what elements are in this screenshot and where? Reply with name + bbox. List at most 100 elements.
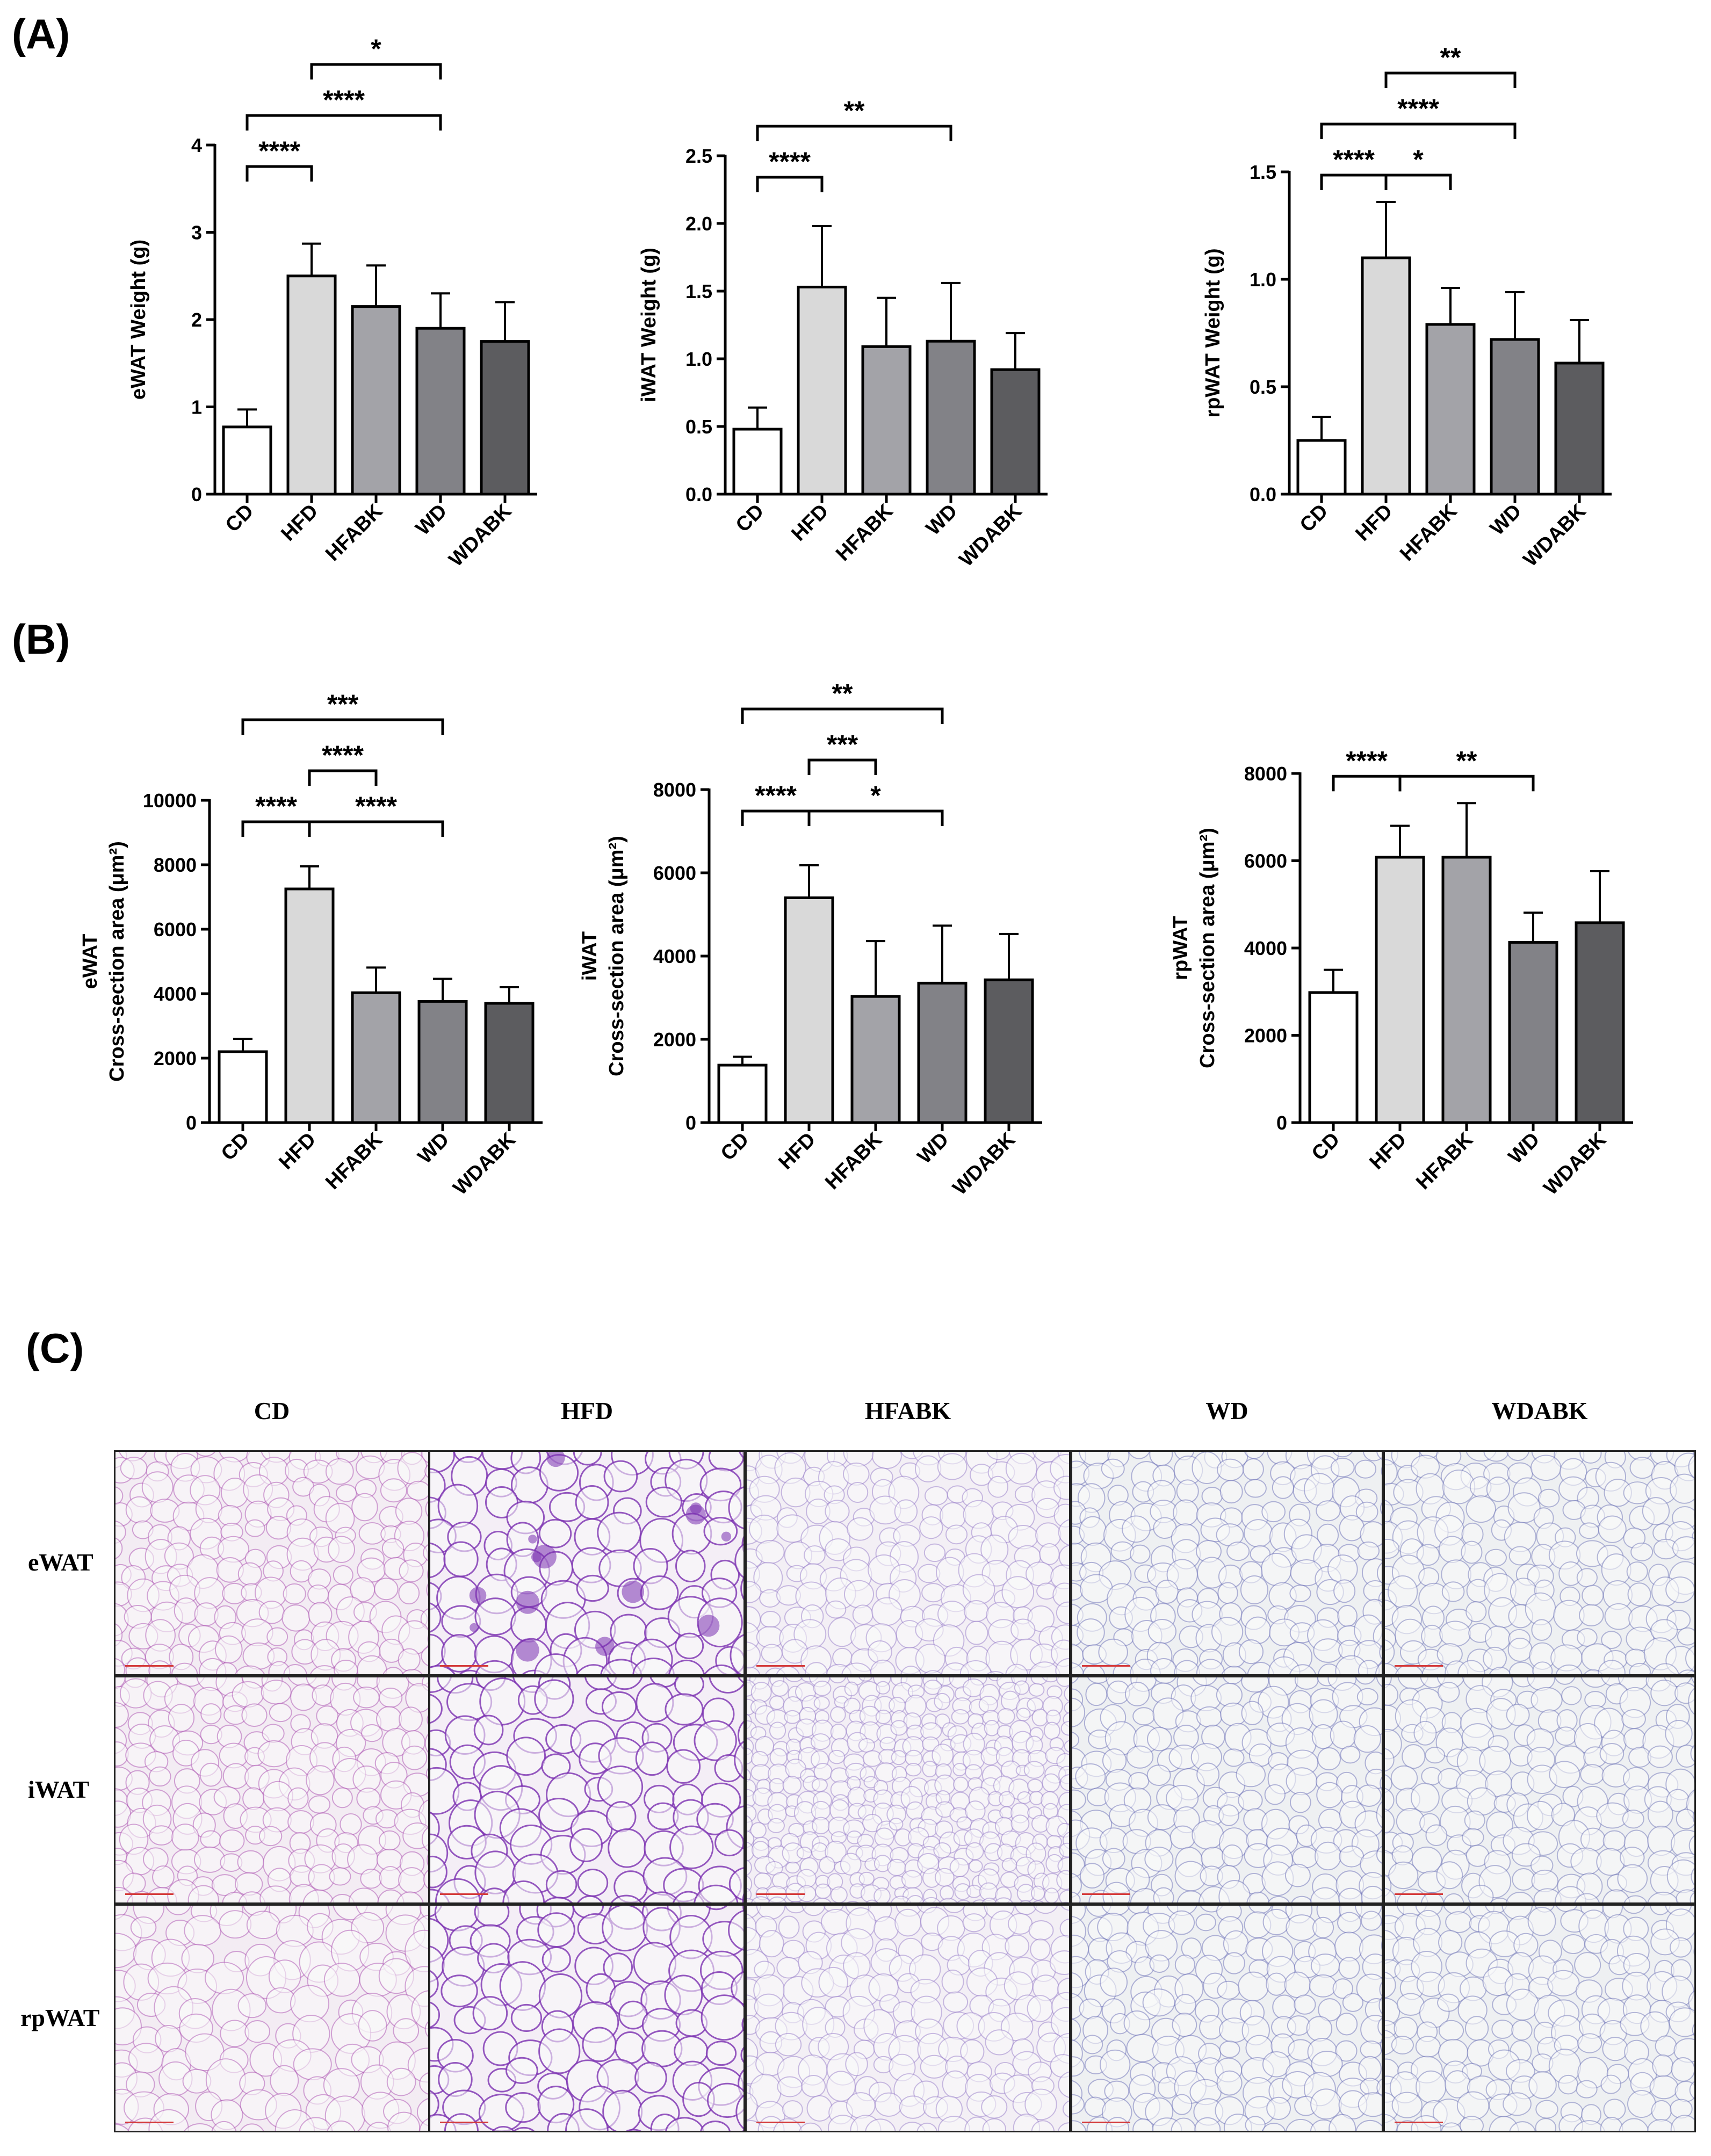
y-tick-label: 1 (191, 396, 202, 418)
bar-hfabk (1425, 323, 1476, 496)
significance-label: **** (1346, 746, 1388, 776)
significance-bracket (246, 114, 442, 131)
y-tick-label: 8000 (154, 854, 197, 876)
category-label: HFD (774, 1128, 820, 1174)
y-tick-label: 4000 (1244, 937, 1287, 959)
category-label: CD (717, 1128, 754, 1166)
bar-wdabk (990, 368, 1041, 496)
significance-label: **** (258, 136, 300, 166)
significance-label: * (371, 34, 381, 64)
category-label: WD (913, 1128, 953, 1168)
category-label: WD (1486, 500, 1526, 540)
column-header-wd: WD (1205, 1397, 1248, 1424)
category-label: HFD (1365, 1128, 1411, 1174)
y-axis-label-line1: rpWAT (1169, 916, 1192, 980)
histology-image-rpwat-hfabk (745, 1904, 1071, 2132)
significance-label: **** (322, 740, 364, 770)
y-axis-label-line1: eWAT (79, 934, 102, 989)
scale-bar (1395, 1658, 1443, 1667)
significance-label: **** (323, 85, 365, 115)
y-tick-label: 1.0 (685, 348, 712, 370)
category-label: HFD (277, 500, 322, 546)
significance-bracket (1384, 71, 1517, 88)
rpwat-area-chart: 0 2000 4000 6000 8000 rpWAT Cross-section area… (1169, 746, 1633, 1199)
significance-label: ** (844, 96, 865, 126)
y-tick-label: 0.0 (685, 483, 712, 505)
panel-label-a: (A) (12, 10, 70, 57)
y-tick-label: 4000 (154, 983, 197, 1005)
bar-cd (218, 1050, 268, 1124)
category-label: WD (414, 1128, 453, 1168)
histology-grid: CD HFD HFABK WD WDABK eWAT iWAT rpWAT (0, 1375, 1711, 2156)
histology-image-ewat-wdabk (1383, 1450, 1696, 1676)
y-tick-label: 6000 (154, 918, 197, 940)
significance-label: **** (1397, 93, 1439, 124)
bar-hfabk (351, 991, 401, 1124)
significance-label: **** (769, 147, 811, 177)
histology-image-ewat-cd (114, 1450, 430, 1676)
y-axis-label-line2: Cross-section area (μm²) (605, 836, 628, 1076)
category-label: WDABK (449, 1128, 521, 1199)
significance-bracket (1398, 775, 1535, 792)
significance-bracket (741, 809, 811, 826)
bar-wd (415, 327, 466, 496)
bar-wd (417, 1000, 468, 1124)
column-header-hfabk: HFABK (864, 1397, 951, 1424)
category-label: WDABK (955, 500, 1027, 571)
bar-cd (1308, 991, 1359, 1124)
category-label: HFD (1351, 500, 1397, 546)
bar-wd (917, 981, 968, 1124)
column-header-hfd: HFD (560, 1397, 613, 1424)
significance-bracket (1332, 775, 1402, 792)
category-label: CD (1308, 1128, 1345, 1166)
ewat-area-chart: 0 2000 4000 6000 8000 10000 eWAT Cross-section … (79, 689, 543, 1199)
scale-bar (1082, 2114, 1130, 2123)
category-label: HFABK (832, 500, 898, 566)
bar-hfd (784, 896, 834, 1124)
category-label: WDABK (1540, 1128, 1611, 1199)
scale-bar (440, 1886, 488, 1895)
scale-bar (125, 2114, 174, 2123)
category-label: HFABK (321, 1128, 387, 1194)
scale-bar (440, 1658, 488, 1667)
significance-label: **** (755, 780, 797, 811)
bar-cd (1296, 439, 1347, 496)
significance-label: * (1413, 144, 1424, 175)
bar-hfabk (861, 345, 912, 496)
y-tick-label: 0.0 (1250, 483, 1276, 505)
bar-wdabk (1575, 921, 1625, 1124)
y-tick-label: 2000 (154, 1047, 197, 1069)
histology-image-iwat-wdabk (1383, 1676, 1696, 1904)
y-axis-label: eWAT Weight (g) (127, 240, 150, 400)
scale-bar (1082, 1658, 1130, 1667)
y-tick-label: 4 (191, 134, 202, 156)
category-label: CD (221, 500, 258, 537)
bar-cd (717, 1063, 768, 1124)
category-label: CD (1296, 500, 1333, 537)
y-tick-label: 0.5 (685, 416, 712, 438)
y-tick-label: 2000 (1244, 1025, 1287, 1047)
histology-image-rpwat-wdabk (1383, 1904, 1696, 2132)
significance-label: ** (1456, 746, 1477, 776)
significance-bracket (308, 820, 444, 837)
category-label: WDABK (445, 500, 516, 571)
y-tick-label: 0 (186, 1112, 197, 1134)
iwat-weight-chart: 0.0 0.5 1.0 1.5 2.0 2.5 iWAT Weight (g) CD HFDHF… (638, 96, 1048, 571)
scale-bar (756, 1886, 805, 1895)
significance-bracket (241, 718, 444, 735)
y-tick-label: 0.5 (1250, 376, 1276, 398)
significance-label: ** (832, 678, 853, 708)
y-tick-label: 10000 (143, 790, 197, 812)
significance-bracket (308, 769, 378, 786)
category-label: WDABK (1519, 500, 1591, 571)
bar-hfd (284, 887, 335, 1124)
bar-hfd (797, 285, 847, 496)
significance-label: **** (1333, 144, 1375, 175)
significance-label: * (870, 780, 881, 811)
y-tick-label: 1.5 (685, 280, 712, 302)
significance-label: *** (327, 689, 359, 719)
bar-hfd (286, 274, 337, 496)
significance-bracket (807, 758, 877, 775)
category-label: WD (922, 500, 962, 540)
